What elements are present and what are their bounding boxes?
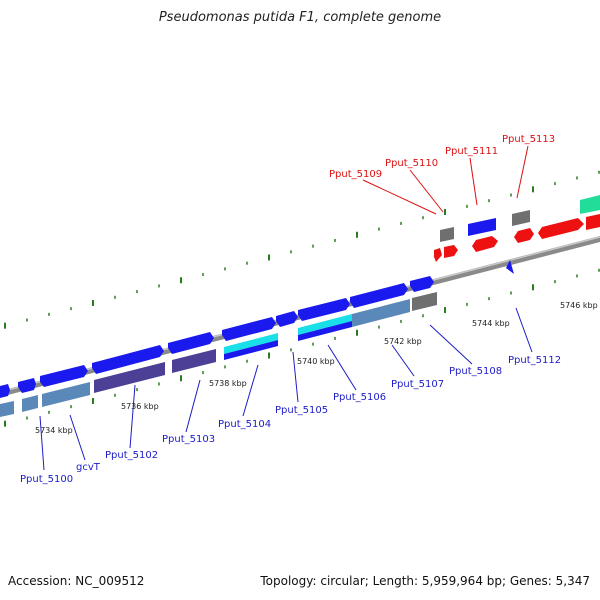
leader-line <box>39 415 45 471</box>
gene-label-pput-5102: Pput_5102 <box>105 450 158 461</box>
map-title: Pseudomonas putida F1, complete genome <box>158 10 442 25</box>
leader-line <box>129 384 136 449</box>
leader-line <box>409 169 444 213</box>
gene-track-forward <box>0 218 496 398</box>
tick-label-5736: 5736 kbp <box>121 402 159 411</box>
leader-line <box>242 364 259 417</box>
gene-arrow <box>222 317 276 341</box>
gene-arrow <box>468 218 496 236</box>
leader-line <box>185 379 201 433</box>
gene-arrow <box>0 384 10 398</box>
leader-line <box>327 344 357 391</box>
gene-label-pput-5100: Pput_5100 <box>20 474 73 485</box>
tick-label-5742: 5742 kbp <box>384 337 422 346</box>
gene-label-pput-5113: Pput_5113 <box>502 134 555 145</box>
cds-bar <box>42 382 90 407</box>
cds-bar <box>172 349 216 373</box>
leader-line <box>391 344 415 377</box>
gene-arrow <box>472 236 498 252</box>
tick-marks-upper <box>4 170 600 329</box>
gene-label-gcvt: gcvT <box>76 462 101 473</box>
cds-bar <box>412 292 437 311</box>
leader-line <box>516 145 529 199</box>
leader-line <box>362 179 437 215</box>
cds-bar <box>352 299 410 327</box>
cds-bar <box>94 362 165 393</box>
gene-arrow <box>410 276 434 292</box>
cds-bar <box>298 314 352 335</box>
gene-label-pput-5106: Pput_5106 <box>333 392 386 403</box>
tick-marks-lower <box>4 268 600 427</box>
gene-label-pput-5111: Pput_5111 <box>445 146 498 157</box>
tick-label-5734: 5734 kbp <box>35 426 73 435</box>
leader-line <box>469 157 478 206</box>
gene-block <box>580 195 600 214</box>
gene-label-pput-5107: Pput_5107 <box>391 379 444 390</box>
cds-bar <box>224 340 278 360</box>
cds-bar <box>22 395 38 412</box>
gene-label-pput-5112: Pput_5112 <box>508 355 561 366</box>
cds-bar <box>224 333 278 354</box>
kbp-tick-labels: 5734 kbp 5736 kbp 5738 kbp 5740 kbp 5742… <box>35 301 598 435</box>
gene-arrow <box>514 228 534 243</box>
leader-line <box>69 414 86 461</box>
gene-label-pput-5109: Pput_5109 <box>329 169 382 180</box>
gene-block <box>512 210 530 226</box>
gene-arrow <box>434 248 442 262</box>
gene-labels-top: Pput_5109 Pput_5110 Pput_5111 Pput_5113 <box>329 134 555 180</box>
gene-label-pput-5105: Pput_5105 <box>275 405 328 416</box>
gene-arrow <box>506 260 514 274</box>
accession-text: Accession: NC_009512 <box>8 574 145 588</box>
gene-label-pput-5103: Pput_5103 <box>162 434 215 445</box>
gene-arrow <box>276 311 298 327</box>
cds-bar <box>298 321 352 341</box>
cds-bar <box>0 401 14 417</box>
leader-lines-bottom <box>39 307 533 471</box>
gene-block <box>440 227 454 242</box>
cds-track-lower <box>0 292 437 417</box>
gene-label-pput-5104: Pput_5104 <box>218 419 271 430</box>
gene-arrow <box>92 345 164 374</box>
tick-label-5740: 5740 kbp <box>297 357 335 366</box>
genome-summary-text: Topology: circular; Length: 5,959,964 bp… <box>260 574 590 588</box>
gene-labels-bottom: Pput_5100 gcvT Pput_5102 Pput_5103 Pput_… <box>20 355 561 485</box>
gene-arrow <box>444 245 458 258</box>
leader-line <box>429 324 473 365</box>
tick-label-5744: 5744 kbp <box>472 319 510 328</box>
gene-label-pput-5108: Pput_5108 <box>449 366 502 377</box>
gene-label-pput-5110: Pput_5110 <box>385 158 438 169</box>
gene-arrow <box>40 365 88 387</box>
gene-track-upper <box>434 195 600 274</box>
gene-arrow <box>298 298 350 321</box>
leader-line <box>292 351 299 403</box>
gene-arrow <box>18 378 36 393</box>
gene-arrow <box>168 332 214 354</box>
tick-label-5738: 5738 kbp <box>209 379 247 388</box>
leader-lines-top <box>362 145 529 215</box>
gene-arrow <box>538 218 584 239</box>
gene-arrow <box>350 283 408 308</box>
leader-line <box>515 307 533 353</box>
gene-arrow <box>586 214 600 230</box>
tick-label-5746: 5746 kbp <box>560 301 598 310</box>
